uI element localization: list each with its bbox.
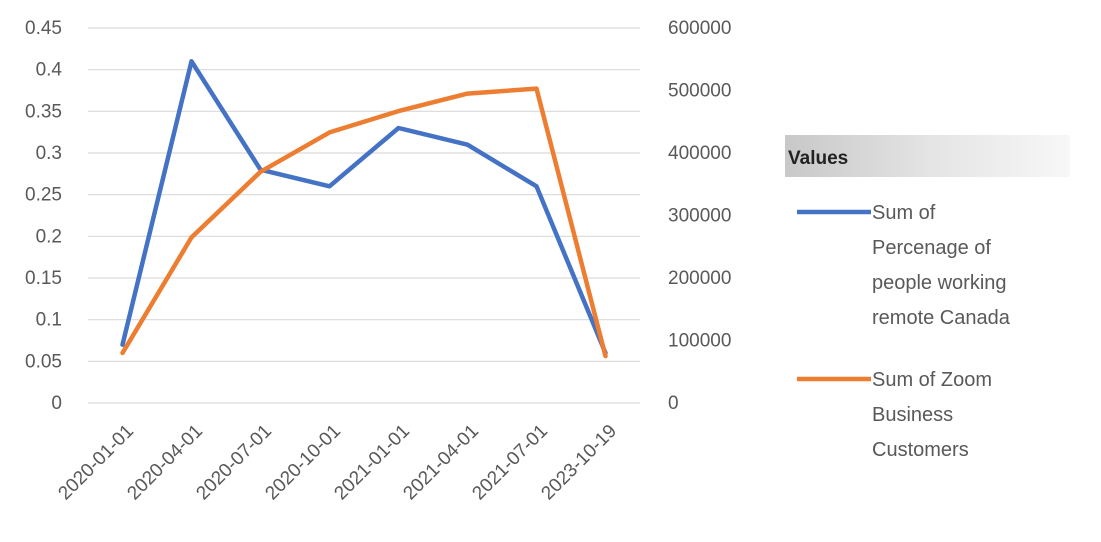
legend-label: Sum of xyxy=(872,202,936,224)
series-line-2 xyxy=(120,86,608,359)
x-tick-label: 2023-10-19 xyxy=(537,421,621,505)
left-tick-label: 0.4 xyxy=(36,60,63,81)
legend-label: Sum of Zoom xyxy=(872,369,992,391)
left-tick-label: 0.45 xyxy=(25,18,62,39)
right-axis-ticks: 0 100000 200000 300000 400000 500000 600000 xyxy=(668,18,731,414)
right-tick-label: 500000 xyxy=(668,81,731,102)
legend: Values Sum of Percenage of people working r… xyxy=(785,135,1070,461)
left-tick-label: 0.35 xyxy=(25,101,62,122)
left-tick-label: 0.3 xyxy=(36,143,62,164)
right-tick-label: 100000 xyxy=(668,331,731,352)
left-axis-ticks: 0 0.05 0.1 0.15 0.2 0.25 0.3 0.35 0.4 0.45 xyxy=(25,18,62,414)
legend-title: Values xyxy=(788,148,848,169)
legend-label: remote Canada xyxy=(872,307,1011,329)
left-tick-label: 0.2 xyxy=(36,226,62,247)
x-axis-ticks: 2020-01-012020-04-012020-07-012020-10-01… xyxy=(54,421,621,505)
series-lines xyxy=(120,59,608,359)
right-tick-label: 600000 xyxy=(668,18,731,39)
left-tick-label: 0 xyxy=(51,393,62,414)
legend-title-background xyxy=(785,135,1070,177)
right-tick-label: 0 xyxy=(668,393,679,414)
left-tick-label: 0.25 xyxy=(25,185,62,206)
legend-label: Business xyxy=(872,404,953,426)
right-tick-label: 400000 xyxy=(668,143,731,164)
gridlines xyxy=(88,27,640,404)
left-tick-label: 0.15 xyxy=(25,268,62,289)
left-tick-label: 0.05 xyxy=(25,351,62,372)
legend-label: Percenage of xyxy=(872,237,991,259)
legend-label: Customers xyxy=(872,439,969,461)
legend-label: people working xyxy=(872,272,1007,294)
series-line-1 xyxy=(120,59,608,356)
right-tick-label: 300000 xyxy=(668,206,731,227)
right-tick-label: 200000 xyxy=(668,268,731,289)
left-tick-label: 0.1 xyxy=(36,310,62,331)
